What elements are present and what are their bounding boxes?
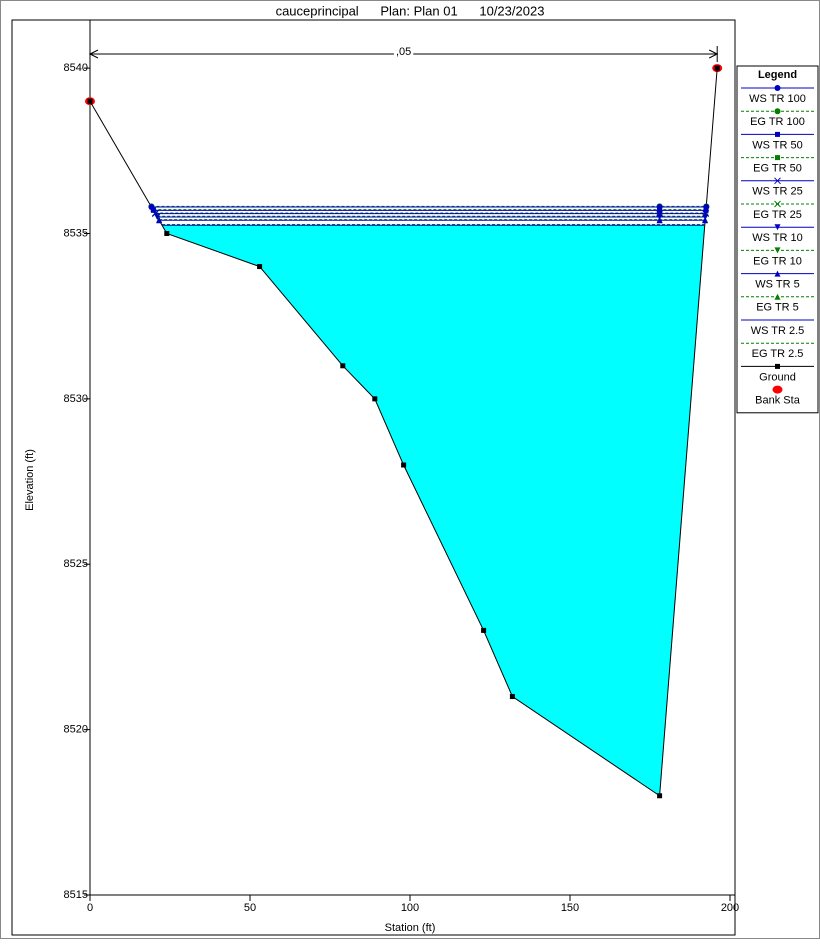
data-point [509,694,515,700]
x-tick-label: 50 [244,902,256,914]
data-point [150,207,156,213]
legend-label: EG TR 2.5 [752,348,804,360]
label-bg [393,45,414,58]
y-tick-label: 8515 [64,889,88,901]
legend-label: EG TR 10 [753,255,802,267]
data-point [657,793,663,799]
y-tick-label: 8535 [64,227,88,239]
series-line [89,68,718,797]
data-point [156,217,163,224]
y-tick-label: 8530 [64,393,88,405]
legend-label: WS TR 10 [752,232,803,244]
y-axis-label: Elevation (ft) [24,449,36,511]
legend-label: Ground [759,371,796,383]
chart-title: cauceprincipal Plan: Plan 01 10/23/2023 [276,3,545,18]
legend-title: Legend [758,69,797,81]
x-tick-label: 150 [561,902,579,914]
x-axis-label: Station (ft) [385,922,436,934]
data-point [656,204,663,211]
data-point [481,627,487,633]
data-point [657,207,663,213]
legend-label: WS TR 25 [752,186,803,198]
legend-marker [772,385,783,394]
legend-label: EG TR 50 [753,163,802,175]
legend-box [736,65,819,414]
x-tick-label: 100 [401,902,419,914]
data-point [154,213,161,220]
legend-label: WS TR 100 [749,93,806,105]
data-point [703,207,709,213]
legend-label: WS TR 5 [755,279,799,291]
data-point [340,363,346,369]
data-point [702,217,709,224]
legend-marker [774,270,781,277]
legend-label: WS TR 2.5 [751,325,805,337]
data-point [401,462,407,468]
legend-marker [774,108,781,115]
legend-label: EG TR 100 [750,116,805,128]
data-point [87,98,93,104]
roughness-label: ,05 [396,46,411,58]
legend-marker [774,85,781,91]
data-point [656,217,663,224]
data-point [164,230,170,236]
legend-label: WS TR 50 [752,139,803,151]
legend-marker [774,293,781,300]
legend-marker [775,131,780,137]
legend-marker [775,363,780,369]
data-point [148,204,155,211]
legend-label: EG TR 25 [753,209,802,221]
legend-marker [774,177,781,185]
data-point [372,396,378,402]
data-point [703,204,710,211]
legend-marker [774,247,781,254]
data-point [257,264,263,270]
legend-marker [774,224,781,231]
y-tick-label: 8520 [64,724,88,736]
plot-frame [11,19,736,936]
water-fill [162,225,705,796]
y-tick-label: 8540 [64,62,88,74]
legend-marker [774,200,781,208]
y-tick-label: 8525 [64,558,88,570]
legend-label: EG TR 5 [756,302,799,314]
legend-label: Bank Sta [755,395,801,407]
x-tick-label: 0 [87,902,93,914]
x-tick-label: 200 [721,902,739,914]
data-point [714,65,720,71]
legend-marker [775,155,780,161]
